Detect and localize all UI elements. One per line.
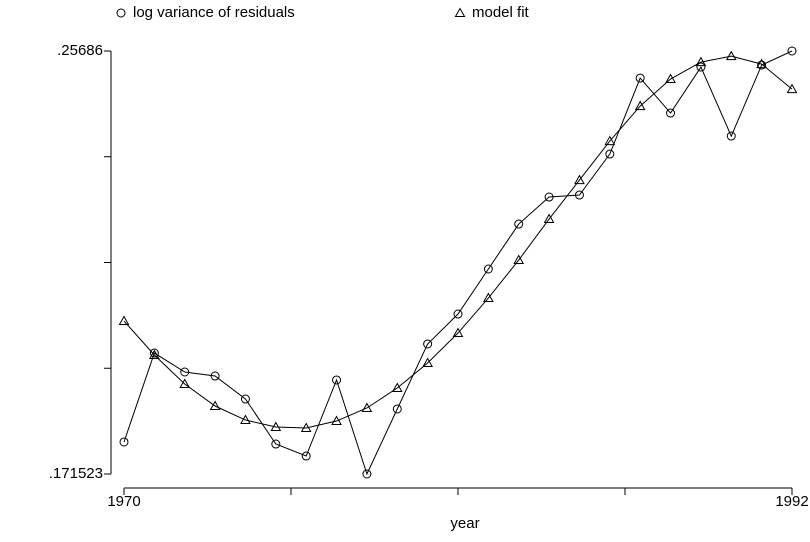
circle-marker (514, 219, 524, 229)
circle-marker (423, 339, 433, 349)
circle-marker (696, 62, 706, 72)
circle-marker (301, 451, 311, 461)
circle-marker (757, 60, 767, 70)
triangle-marker (240, 414, 251, 425)
circle-marker (392, 404, 402, 414)
circle-marker (119, 437, 129, 447)
x-axis-title: year (450, 515, 479, 532)
circle-marker (483, 264, 493, 274)
triangle-marker (361, 402, 373, 412)
circle-marker (666, 108, 676, 118)
triangle-marker (604, 135, 616, 146)
triangle-marker (574, 174, 585, 185)
circle-marker (271, 439, 281, 449)
circle-marker (180, 367, 190, 377)
triangle-marker (422, 357, 433, 368)
circle-marker (787, 46, 797, 56)
triangle-marker (725, 50, 737, 61)
legend-label: model fit (472, 4, 530, 21)
triangle-marker (483, 292, 494, 303)
circle-marker (362, 469, 372, 479)
legend-label: log variance of residuals (133, 4, 295, 21)
triangle-marker (452, 327, 464, 338)
circle-marker (605, 149, 615, 159)
triangle-marker (209, 400, 221, 411)
triangle-marker (665, 73, 676, 84)
circle-marker (210, 371, 220, 381)
circle-marker (453, 309, 463, 319)
triangle-marker (331, 415, 342, 426)
circle-marker (240, 394, 250, 404)
triangle-marker (786, 83, 798, 94)
series-line (123, 50, 793, 476)
series-line (123, 55, 793, 429)
circle-marker (332, 375, 342, 385)
triangle-marker (179, 378, 191, 388)
triangle-marker (634, 100, 646, 111)
triangle-marker (543, 213, 555, 224)
triangle-marker (756, 58, 767, 69)
triangle-marker (391, 382, 403, 393)
triangle-marker (513, 254, 525, 265)
triangle-marker (270, 421, 282, 432)
y-tick-label: .171523 (49, 465, 103, 482)
x-tick-label: 1992 (775, 493, 808, 510)
triangle-marker (695, 56, 707, 67)
legend-marker (454, 7, 466, 17)
circle-marker (635, 73, 645, 83)
triangle-marker (300, 422, 312, 433)
circle-marker (149, 348, 159, 358)
y-tick-label: .25686 (57, 42, 103, 59)
circle-marker (574, 190, 584, 200)
x-tick-label: 1970 (107, 493, 140, 510)
circle-marker (544, 192, 554, 202)
triangle-marker (149, 349, 160, 360)
circle-marker (726, 131, 736, 141)
legend-marker (116, 8, 126, 18)
triangle-marker (118, 315, 130, 326)
